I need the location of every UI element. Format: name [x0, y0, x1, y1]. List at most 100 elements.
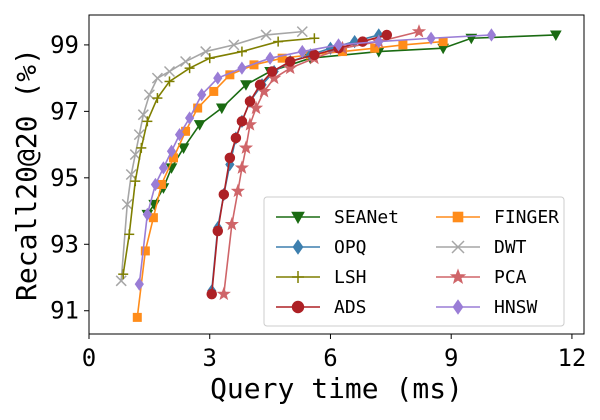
legend-label-finger: FINGER — [494, 207, 559, 228]
series-line-dwt — [120, 30, 303, 281]
data-point-hnsw — [374, 34, 384, 49]
data-point-dwt-stroke — [133, 129, 145, 141]
data-point-hnsw — [174, 127, 185, 142]
data-point-lsh — [236, 46, 247, 57]
legend-label-ads: ADS — [334, 297, 367, 318]
data-point-seanet — [177, 143, 190, 154]
data-point-seanet — [549, 30, 562, 41]
legend-marker-dwt-stroke — [451, 240, 465, 254]
x-tick-label: 6 — [323, 344, 337, 372]
data-point-lsh — [164, 76, 175, 87]
series-ads — [206, 29, 393, 300]
y-tick-label: 93 — [50, 230, 79, 258]
data-point-ads — [244, 96, 256, 107]
legend-label-opq: OPQ — [334, 237, 367, 258]
data-point-lsh — [309, 33, 320, 44]
data-point-lsh — [142, 116, 153, 127]
data-point-hnsw — [197, 88, 207, 102]
y-tick-label: 95 — [50, 164, 79, 192]
data-point-seanet — [193, 120, 206, 131]
data-point-pca — [224, 216, 239, 231]
legend-marker-pca — [449, 268, 467, 284]
x-axis-label: Query time (ms) — [210, 372, 463, 405]
data-point-lsh — [124, 229, 135, 240]
data-point-lsh — [273, 36, 284, 47]
legend: SEANet FINGER OPQ DWT LSH PCA ADS HNSW — [263, 196, 565, 327]
data-point-ads — [224, 152, 236, 164]
data-point-seanet — [240, 80, 252, 91]
data-point-lsh — [130, 176, 141, 187]
data-point-dwt — [133, 129, 145, 141]
legend-label-seanet: SEANet — [334, 207, 399, 228]
data-point-dwt-stroke — [228, 39, 240, 51]
data-point-finger — [132, 312, 142, 322]
data-point-dwt-stroke — [125, 168, 137, 181]
legend-marker-dwt — [451, 240, 465, 254]
data-point-ads — [212, 225, 224, 237]
data-point-pca — [216, 286, 231, 301]
data-point-hnsw — [158, 161, 169, 175]
data-point-hnsw — [486, 28, 497, 42]
data-point-hnsw — [185, 111, 195, 125]
data-point-hnsw — [166, 144, 177, 158]
data-point-dwt-stroke — [296, 26, 308, 38]
data-point-ads — [284, 56, 296, 67]
legend-marker-finger — [452, 211, 464, 223]
series-line-lsh — [122, 37, 315, 275]
data-point-pca — [230, 183, 245, 198]
data-point-hnsw — [150, 177, 161, 192]
series-dwt — [115, 26, 308, 287]
legend-marker-ads — [291, 300, 305, 314]
data-point-lsh — [118, 269, 129, 280]
data-point-dwt — [129, 149, 141, 161]
data-point-ads — [266, 66, 278, 77]
data-point-ads — [218, 189, 230, 200]
legend-label-lsh: LSH — [334, 267, 367, 288]
series-line-hnsw — [138, 34, 492, 285]
data-point-dwt — [163, 65, 176, 78]
legend-marker-opq — [292, 239, 304, 255]
data-point-hnsw — [426, 31, 436, 45]
data-point-ads — [381, 29, 393, 41]
data-point-dwt-stroke — [180, 55, 192, 68]
series-line-finger — [136, 40, 444, 318]
data-point-dwt-stroke — [115, 275, 127, 287]
data-point-pca — [411, 24, 427, 38]
data-point-finger — [398, 40, 408, 50]
series-finger — [132, 37, 448, 322]
data-point-ads — [357, 36, 368, 47]
data-point-pca — [283, 60, 298, 75]
data-point-hnsw — [213, 71, 223, 85]
data-point-dwt — [228, 39, 240, 51]
data-point-lsh — [204, 53, 215, 64]
series-hnsw — [134, 28, 497, 291]
legend-item-hnsw: HNSW — [436, 297, 538, 318]
legend-box — [263, 196, 565, 327]
data-point-dwt — [260, 29, 272, 41]
data-point-dwt-stroke — [143, 89, 155, 101]
data-point-dwt — [151, 72, 163, 84]
legend-marker-hnsw — [452, 299, 464, 315]
data-point-ads — [309, 49, 320, 61]
legend-item-seanet: SEANet — [276, 207, 399, 228]
data-point-lsh — [184, 63, 195, 74]
legend-marker-lsh — [292, 271, 304, 283]
data-point-dwt-stroke — [137, 109, 149, 121]
data-point-ads — [206, 288, 217, 300]
legend-label-pca: PCA — [494, 267, 527, 288]
legend-item-pca: PCA — [436, 267, 527, 288]
data-point-pca — [238, 140, 254, 154]
data-point-dwt-stroke — [129, 149, 141, 161]
legend-marker-seanet — [291, 211, 305, 225]
data-point-dwt-stroke — [151, 72, 163, 84]
data-point-finger — [370, 43, 380, 53]
y-tick-label: 91 — [50, 297, 79, 325]
series-layer — [115, 24, 562, 322]
data-point-dwt — [121, 198, 133, 210]
data-point-dwt — [115, 275, 127, 287]
data-point-ads — [254, 79, 266, 91]
data-point-dwt — [296, 26, 308, 38]
data-point-dwt-stroke — [260, 29, 272, 41]
